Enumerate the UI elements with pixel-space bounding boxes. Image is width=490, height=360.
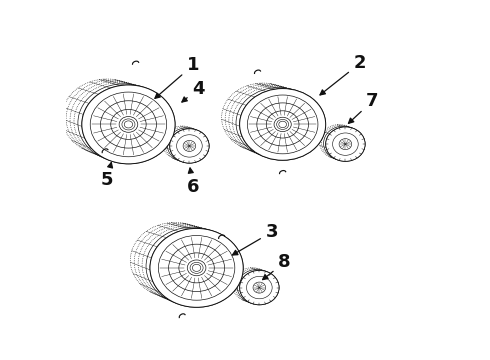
Text: 2: 2 (320, 54, 366, 95)
Ellipse shape (279, 121, 287, 128)
Ellipse shape (176, 135, 202, 157)
Ellipse shape (122, 119, 135, 130)
Ellipse shape (169, 244, 224, 292)
Ellipse shape (193, 264, 201, 271)
Ellipse shape (240, 89, 326, 160)
Text: 7: 7 (348, 92, 379, 123)
Ellipse shape (246, 276, 272, 299)
Ellipse shape (247, 95, 318, 154)
Ellipse shape (253, 282, 266, 293)
Text: 1: 1 (155, 56, 199, 98)
Ellipse shape (333, 133, 358, 155)
Text: 3: 3 (232, 223, 278, 255)
Ellipse shape (119, 117, 138, 132)
Ellipse shape (82, 85, 175, 164)
Ellipse shape (339, 139, 352, 150)
Ellipse shape (266, 111, 299, 138)
Ellipse shape (183, 140, 196, 152)
Text: 6: 6 (187, 168, 199, 196)
Text: 5: 5 (100, 162, 113, 189)
Ellipse shape (190, 262, 203, 273)
Ellipse shape (326, 127, 365, 161)
Ellipse shape (274, 117, 291, 132)
Text: 8: 8 (263, 253, 291, 280)
Ellipse shape (111, 109, 146, 139)
Ellipse shape (170, 129, 209, 163)
Ellipse shape (240, 270, 279, 305)
Ellipse shape (257, 103, 309, 146)
Ellipse shape (179, 253, 214, 283)
Ellipse shape (187, 260, 206, 276)
Ellipse shape (150, 228, 243, 307)
Ellipse shape (158, 235, 235, 300)
Ellipse shape (277, 120, 289, 130)
Ellipse shape (100, 101, 156, 148)
Ellipse shape (124, 121, 133, 128)
Ellipse shape (90, 92, 167, 157)
Text: 4: 4 (182, 80, 205, 102)
